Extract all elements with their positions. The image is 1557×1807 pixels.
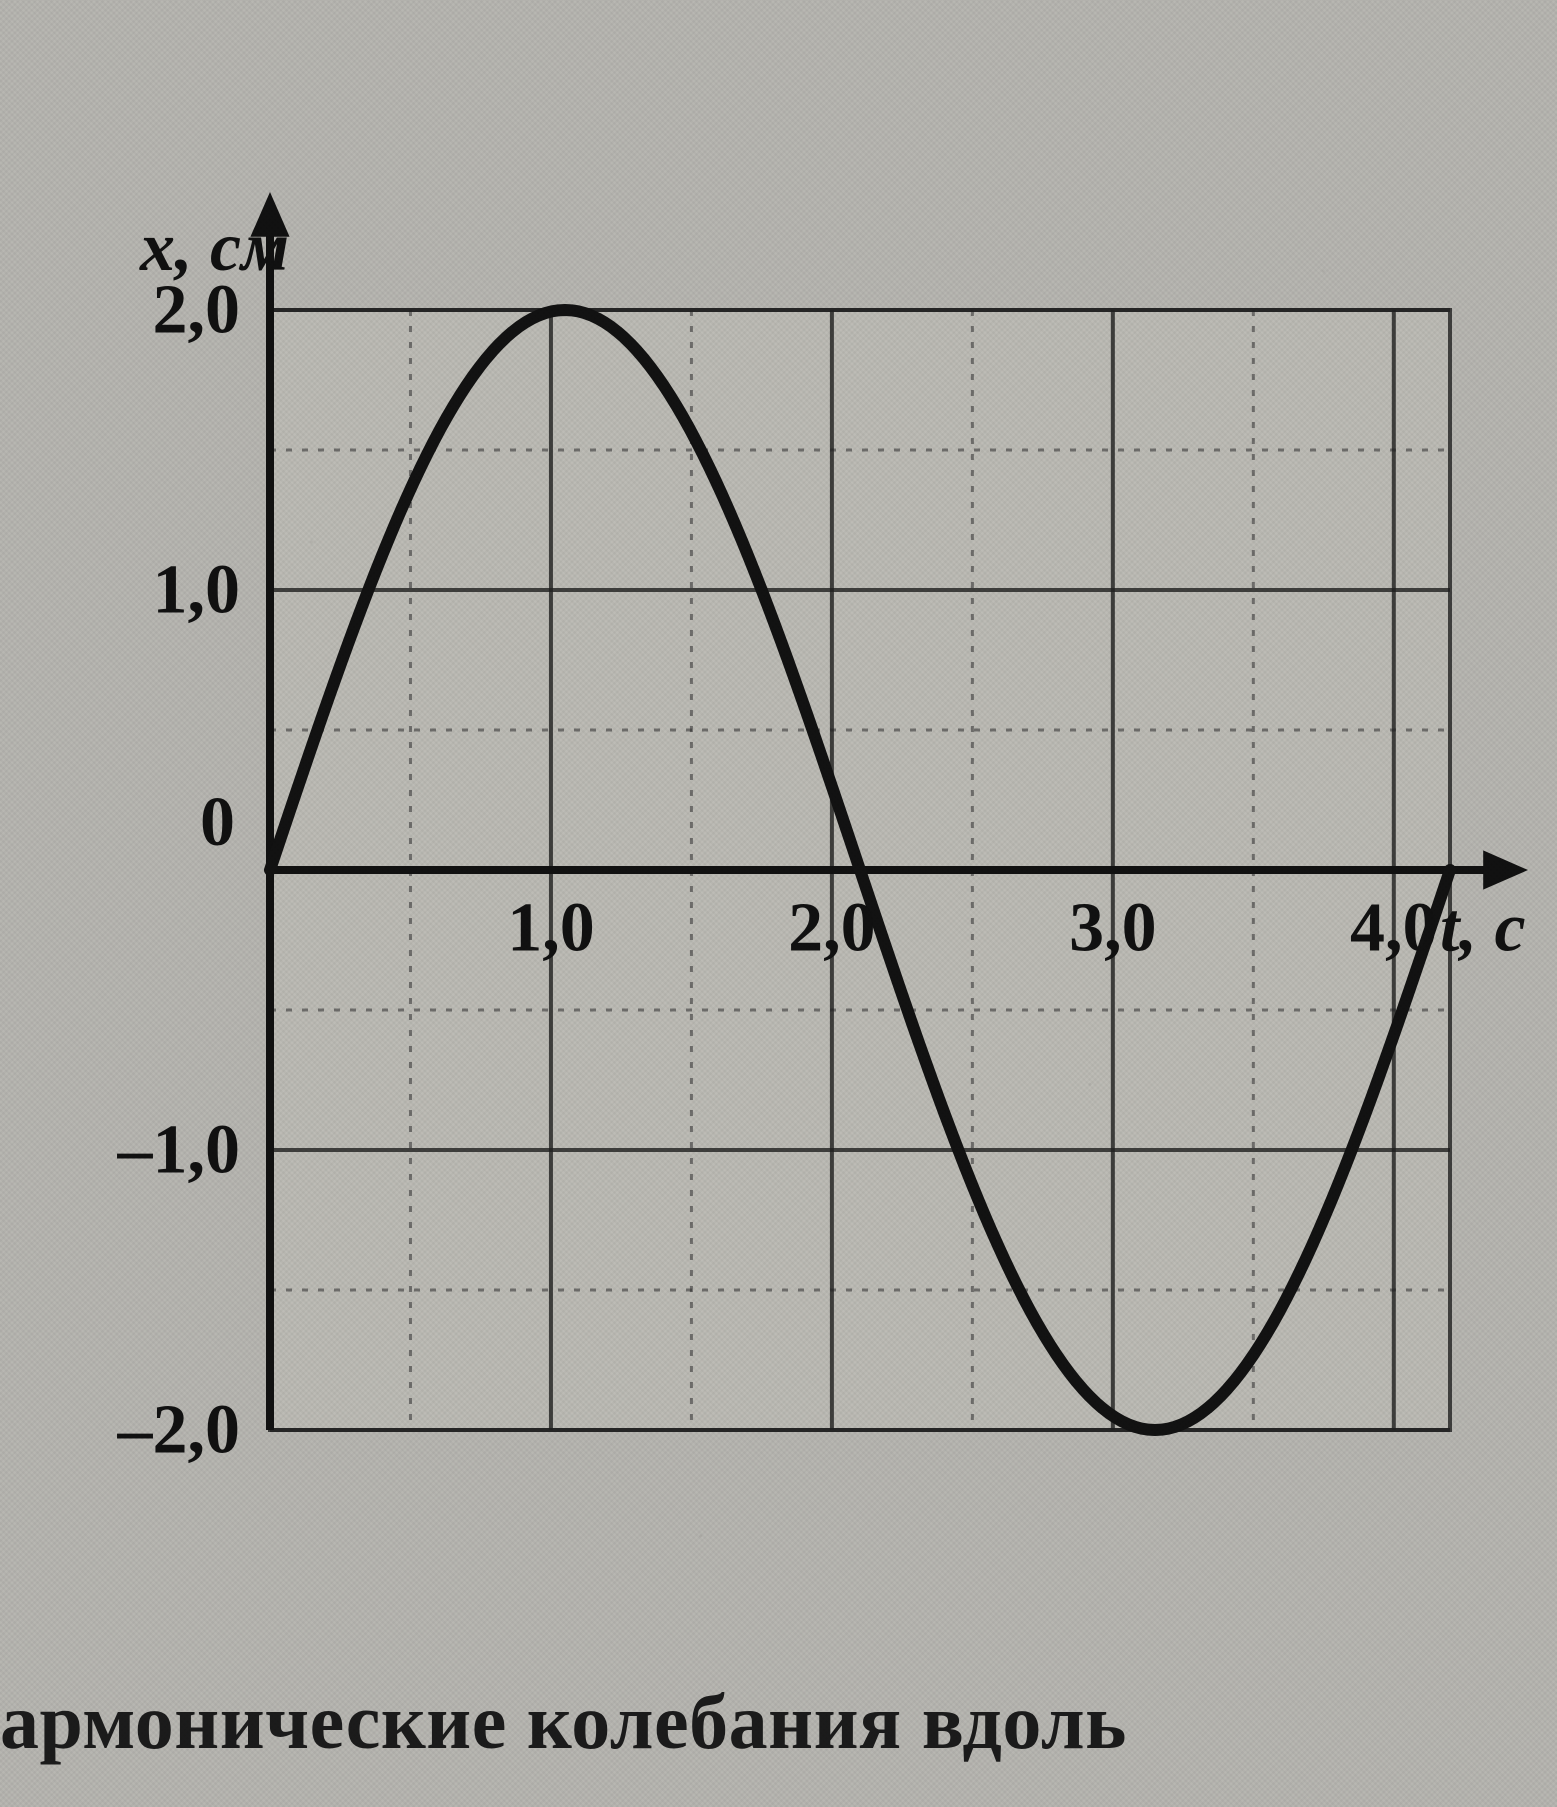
- caption-text: армонические колебания вдоль: [0, 1677, 1127, 1767]
- x-tick-label: 1,0: [507, 890, 595, 967]
- y-tick-label: 1,0: [153, 551, 241, 628]
- x-axis-arrow: [1483, 850, 1528, 889]
- x-tick-label: 3,0: [1069, 890, 1157, 967]
- y-tick-label: –1,0: [117, 1111, 241, 1188]
- x-axis-label: t, с: [1440, 890, 1526, 967]
- x-tick-label: 4,0: [1350, 890, 1438, 967]
- oscillation-chart: 2,01,00–1,0–2,01,02,03,04,0x, смt, с: [30, 150, 1540, 1530]
- x-tick-label: 2,0: [788, 890, 876, 967]
- origin-label: 0: [200, 784, 235, 861]
- y-tick-label: –2,0: [117, 1391, 241, 1468]
- y-axis-label: x, см: [139, 209, 289, 286]
- page-root: 2,01,00–1,0–2,01,02,03,04,0x, смt, с арм…: [0, 0, 1557, 1807]
